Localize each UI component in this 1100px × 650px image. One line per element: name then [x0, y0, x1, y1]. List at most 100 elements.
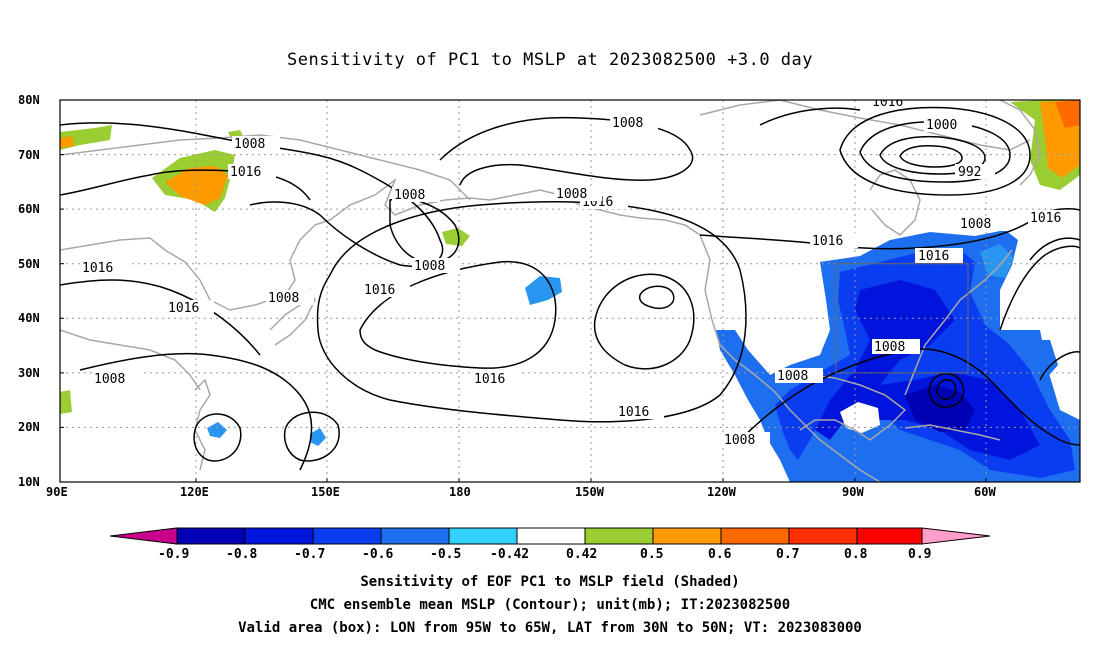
contour-label: 1016: [474, 372, 505, 387]
colorbar-labels: -0.9 -0.8 -0.7 -0.6 -0.5 -0.42 0.42 0.5 …: [158, 547, 931, 562]
lon-label: 180: [449, 485, 471, 499]
caption-line-3: Valid area (box): LON from 95W to 65W, L…: [238, 620, 862, 636]
coast-philippines: [194, 378, 211, 471]
lat-label: 70N: [18, 148, 40, 162]
contour-label: 1008: [874, 340, 905, 355]
contour-992-low-outer: [839, 106, 1031, 196]
lat-label: 30N: [18, 366, 40, 380]
contour-label: 1008: [268, 291, 299, 306]
lon-label: 120W: [707, 485, 737, 499]
lon-label: 90W: [842, 485, 864, 499]
coast-caribbean: [904, 424, 1001, 441]
contour-label-group: 1008 1016 1008 1008 1016 1016 1016 1016 …: [80, 95, 1076, 448]
shade-negative-atlantic: [1030, 340, 1058, 380]
contour-label: 1000: [926, 118, 957, 133]
contour-label: 1016: [812, 234, 843, 249]
colorbar-label: -0.5: [430, 547, 461, 562]
lon-label: 120E: [180, 485, 209, 499]
contour-label: 1008: [414, 259, 445, 274]
contour-1016-west: [60, 279, 261, 356]
contour-label: 1008: [556, 187, 587, 202]
contour-label: 992: [958, 165, 981, 180]
contour-1016-atlantic-right: [1029, 237, 1080, 261]
coast-gulf-mexico: [789, 374, 907, 441]
contour-label: 1016: [918, 249, 949, 264]
contour-label: 1008: [234, 137, 265, 152]
contour-1016-aleutian: [316, 200, 747, 423]
lat-label: 20N: [18, 420, 40, 434]
latitude-labels: 80N 70N 60N 50N 40N 30N 20N 10N: [18, 93, 40, 489]
lat-label: 40N: [18, 311, 40, 325]
shade-negative-wpac-a: [207, 422, 227, 438]
lon-label: 60W: [974, 485, 996, 499]
contour-1008-pacific-north: [439, 116, 694, 186]
colorbar-label: -0.42: [490, 547, 529, 562]
longitude-labels: 90E 120E 150E 180 150W 120W 90W 60W: [46, 485, 996, 499]
colorbar-label: -0.7: [294, 547, 325, 562]
shade-negative-central-pacific: [525, 276, 562, 305]
contour-label: 1016: [872, 95, 903, 110]
contour-low-core-a: [899, 145, 963, 168]
shade-positive-greenland-red: [1055, 100, 1080, 128]
caption-line-1: Sensitivity of EOF PC1 to MSLP field (Sh…: [360, 574, 740, 590]
contour-hurricane-inner: [936, 379, 957, 400]
colorbar-label: 0.7: [776, 547, 799, 562]
shade-negative-ne-canada: [980, 244, 1014, 278]
shade-positive-dateline-green: [442, 228, 470, 246]
colorbar-swatch: [584, 527, 654, 545]
colorbar-swatch: [856, 527, 923, 545]
coast-canada-north: [699, 100, 1031, 151]
colorbar-swatch: [788, 527, 858, 545]
colorbar-swatch: [312, 527, 382, 545]
lon-label: 150W: [575, 485, 605, 499]
colorbar-label: -0.6: [362, 547, 393, 562]
shade-positive-nw-orange: [60, 136, 74, 148]
contour-label: 1016: [364, 283, 395, 298]
contour-label: 1008: [612, 116, 643, 131]
colorbar-swatch: [516, 527, 586, 545]
contour-1008-atlantic: [999, 245, 1080, 331]
contour-ring-wpac-a: [193, 413, 242, 462]
colorbar-end-low: [109, 527, 178, 545]
contour-1008-na-south: [739, 348, 1080, 446]
contour-1000-low: [859, 120, 1011, 183]
colorbar-label: 0.8: [844, 547, 868, 562]
colorbar-swatch: [380, 527, 450, 545]
contour-ring-wpac-b: [283, 411, 340, 462]
contour-label: 1016: [618, 405, 649, 420]
map-content: 1008 1016 1008 1008 1016 1016 1016 1016 …: [60, 95, 1080, 482]
contour-1016-siberia: [60, 169, 311, 201]
lat-label: 80N: [18, 93, 40, 107]
contour-1016-atlantic-right-b: [1039, 351, 1080, 381]
contour-label: 1016: [82, 261, 113, 276]
contour-1008-dateline: [389, 198, 460, 263]
colorbar-end-high: [921, 527, 991, 545]
shade-negative-na-deep: [815, 280, 1040, 460]
shade-hole-gulf: [840, 402, 880, 433]
contour-label: 1008: [394, 188, 425, 203]
grid-lines: [60, 100, 1080, 482]
colorbar-label: 0.6: [708, 547, 732, 562]
coast-east-asia: [60, 177, 881, 482]
contour-1008-wpac: [79, 352, 313, 471]
plot-title: Sensitivity of PC1 to MSLP at 2023082500…: [286, 50, 813, 70]
colorbar-swatch: [176, 527, 246, 545]
lon-label: 90E: [46, 485, 68, 499]
contour-label: 1008: [777, 369, 808, 384]
negative-sensitivity-shading: [207, 230, 1080, 482]
valid-area-box: [835, 263, 969, 374]
colorbar-label: 0.42: [566, 547, 597, 562]
colorbar-swatch: [244, 527, 314, 545]
contour-hurricane-outer: [928, 373, 965, 408]
colorbar-swatch: [720, 527, 790, 545]
colorbar-label: -0.9: [158, 547, 189, 562]
shade-negative-na-darkest: [905, 385, 975, 432]
contour-label: 1008: [724, 433, 755, 448]
colorbar-label: 0.5: [640, 547, 663, 562]
lat-label: 10N: [18, 475, 40, 489]
lon-label: 150E: [311, 485, 340, 499]
colorbar-swatch: [652, 527, 722, 545]
contour-label: 1016: [168, 301, 199, 316]
shade-positive-west-edge-green: [60, 390, 72, 414]
coast-china-south: [60, 329, 201, 391]
